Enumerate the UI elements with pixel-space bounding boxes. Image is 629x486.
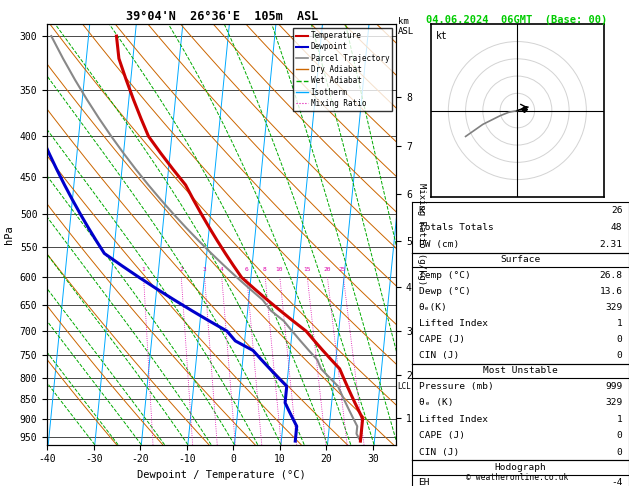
Text: 1: 1 [617,415,623,424]
Legend: Temperature, Dewpoint, Parcel Trajectory, Dry Adiabat, Wet Adiabat, Isotherm, Mi: Temperature, Dewpoint, Parcel Trajectory… [293,28,392,111]
Text: 0: 0 [617,431,623,440]
Text: © weatheronline.co.uk: © weatheronline.co.uk [466,473,568,482]
Text: PW (cm): PW (cm) [418,240,459,249]
Text: CAPE (J): CAPE (J) [418,431,464,440]
Text: 48: 48 [611,223,623,232]
Text: 1: 1 [142,267,145,272]
Text: 26.8: 26.8 [599,271,623,279]
Text: 999: 999 [605,382,623,391]
Text: LCL: LCL [398,382,411,391]
Text: 0: 0 [617,448,623,457]
Text: 25: 25 [339,267,347,272]
Text: 20: 20 [323,267,331,272]
Text: 04.06.2024  06GMT  (Base: 00): 04.06.2024 06GMT (Base: 00) [426,15,608,25]
Text: θₑ(K): θₑ(K) [418,303,447,312]
Text: 6: 6 [245,267,248,272]
Y-axis label: Mixing Ratio (g/kg): Mixing Ratio (g/kg) [417,183,426,286]
Text: Surface: Surface [501,256,540,264]
Text: 13.6: 13.6 [599,287,623,296]
Text: Temp (°C): Temp (°C) [418,271,470,279]
Text: EH: EH [418,478,430,486]
Text: 15: 15 [303,267,311,272]
Text: 0: 0 [617,351,623,360]
Text: 329: 329 [605,303,623,312]
Text: 10: 10 [276,267,283,272]
Text: kt: kt [437,31,448,41]
Text: Dewp (°C): Dewp (°C) [418,287,470,296]
Text: Lifted Index: Lifted Index [418,319,487,328]
Text: θₑ (K): θₑ (K) [418,398,453,407]
Y-axis label: hPa: hPa [4,225,14,244]
Text: CIN (J): CIN (J) [418,448,459,457]
Text: 8: 8 [263,267,267,272]
Text: 0: 0 [617,335,623,344]
Text: Pressure (mb): Pressure (mb) [418,382,493,391]
Text: 3: 3 [203,267,206,272]
Text: 26: 26 [611,206,623,215]
Text: Lifted Index: Lifted Index [418,415,487,424]
Text: 2: 2 [179,267,183,272]
Text: CIN (J): CIN (J) [418,351,459,360]
Title: 39°04'N  26°36'E  105m  ASL: 39°04'N 26°36'E 105m ASL [126,10,318,23]
Text: 1: 1 [617,319,623,328]
Text: Totals Totals: Totals Totals [418,223,493,232]
Text: Hodograph: Hodograph [494,463,547,472]
X-axis label: Dewpoint / Temperature (°C): Dewpoint / Temperature (°C) [137,470,306,480]
Text: Most Unstable: Most Unstable [483,366,558,375]
Text: 4: 4 [220,267,223,272]
Text: -4: -4 [611,478,623,486]
Text: km
ASL: km ASL [398,17,414,35]
Text: K: K [418,206,424,215]
Text: 329: 329 [605,398,623,407]
Text: CAPE (J): CAPE (J) [418,335,464,344]
Text: 2.31: 2.31 [599,240,623,249]
